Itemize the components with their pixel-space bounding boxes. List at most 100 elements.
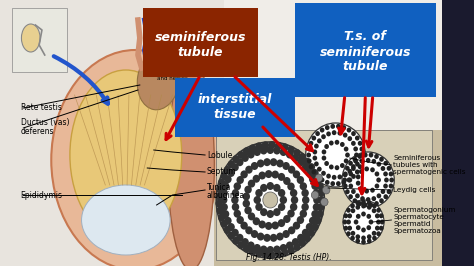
Circle shape [312, 156, 317, 161]
Circle shape [258, 172, 266, 180]
Circle shape [340, 142, 345, 147]
Circle shape [283, 215, 291, 223]
Circle shape [224, 175, 232, 183]
Circle shape [321, 134, 326, 139]
Circle shape [379, 157, 384, 162]
Circle shape [337, 174, 342, 180]
Circle shape [228, 160, 235, 168]
Circle shape [231, 163, 239, 171]
Circle shape [240, 222, 248, 230]
Circle shape [359, 147, 364, 152]
Circle shape [380, 219, 384, 225]
Circle shape [348, 172, 353, 176]
Circle shape [254, 148, 261, 156]
Circle shape [220, 196, 228, 204]
Circle shape [303, 234, 311, 242]
Circle shape [254, 244, 261, 252]
Circle shape [335, 165, 339, 170]
Circle shape [351, 189, 356, 194]
Circle shape [316, 182, 324, 190]
Circle shape [372, 236, 377, 241]
Text: tubules with: tubules with [393, 162, 438, 168]
Circle shape [367, 205, 372, 210]
Circle shape [297, 176, 304, 184]
Circle shape [346, 128, 351, 132]
Ellipse shape [70, 70, 182, 240]
Circle shape [224, 226, 231, 234]
Circle shape [260, 246, 267, 253]
Circle shape [387, 166, 392, 171]
Circle shape [366, 197, 371, 202]
Circle shape [350, 236, 355, 241]
Circle shape [311, 169, 319, 177]
Circle shape [355, 162, 360, 167]
Circle shape [367, 239, 372, 243]
Circle shape [318, 189, 325, 197]
FancyBboxPatch shape [0, 0, 442, 266]
Circle shape [376, 177, 381, 182]
Circle shape [234, 210, 241, 218]
Circle shape [360, 152, 365, 157]
Circle shape [281, 143, 289, 151]
Text: Spermatid: Spermatid [393, 221, 431, 227]
Circle shape [317, 167, 322, 172]
Circle shape [379, 226, 383, 231]
Circle shape [314, 175, 321, 183]
Circle shape [251, 230, 258, 238]
Text: Seminiferous: Seminiferous [393, 155, 440, 161]
Circle shape [321, 171, 326, 176]
Circle shape [346, 177, 351, 182]
Circle shape [306, 152, 311, 157]
Circle shape [363, 152, 368, 157]
Circle shape [320, 177, 324, 182]
Circle shape [366, 158, 371, 163]
Circle shape [292, 238, 299, 246]
Circle shape [243, 147, 250, 155]
Circle shape [288, 166, 295, 174]
Circle shape [283, 162, 290, 170]
Circle shape [376, 219, 381, 225]
Circle shape [308, 163, 315, 171]
Circle shape [265, 170, 273, 178]
Circle shape [302, 196, 310, 204]
Circle shape [347, 177, 352, 182]
Circle shape [222, 210, 229, 218]
Circle shape [293, 171, 300, 178]
Circle shape [275, 250, 282, 258]
Circle shape [325, 125, 329, 130]
Circle shape [374, 201, 379, 206]
Circle shape [280, 148, 287, 156]
Circle shape [324, 161, 329, 166]
Circle shape [286, 242, 293, 250]
Circle shape [330, 181, 335, 186]
Circle shape [348, 161, 353, 166]
Circle shape [220, 203, 228, 211]
Circle shape [316, 210, 324, 218]
Circle shape [220, 220, 228, 228]
Circle shape [251, 162, 258, 170]
Circle shape [326, 174, 331, 178]
Circle shape [287, 146, 295, 154]
Circle shape [351, 166, 356, 171]
Circle shape [255, 250, 263, 258]
Circle shape [353, 198, 357, 203]
Circle shape [248, 180, 255, 188]
Circle shape [273, 246, 281, 253]
Circle shape [336, 181, 341, 186]
Ellipse shape [168, 60, 214, 266]
Circle shape [372, 203, 377, 208]
Circle shape [361, 227, 366, 232]
Circle shape [290, 203, 297, 211]
Circle shape [332, 130, 337, 135]
Circle shape [374, 172, 379, 176]
Circle shape [292, 154, 299, 162]
Circle shape [272, 222, 279, 230]
Circle shape [312, 149, 317, 155]
Circle shape [301, 203, 309, 211]
Circle shape [318, 203, 325, 211]
Circle shape [240, 171, 248, 178]
Circle shape [384, 177, 389, 182]
Circle shape [359, 169, 364, 174]
Circle shape [346, 208, 351, 213]
Circle shape [311, 191, 319, 199]
